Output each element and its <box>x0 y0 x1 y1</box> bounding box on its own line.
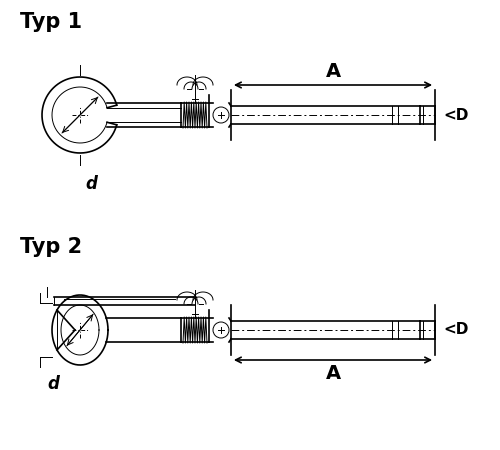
Text: A: A <box>326 62 340 81</box>
Text: <D: <D <box>443 108 468 122</box>
Text: Typ 1: Typ 1 <box>20 12 82 32</box>
Text: d: d <box>85 175 97 193</box>
Text: Typ 2: Typ 2 <box>20 237 82 257</box>
Text: <D: <D <box>443 323 468 338</box>
Text: A: A <box>326 364 340 383</box>
Text: d: d <box>47 375 59 393</box>
